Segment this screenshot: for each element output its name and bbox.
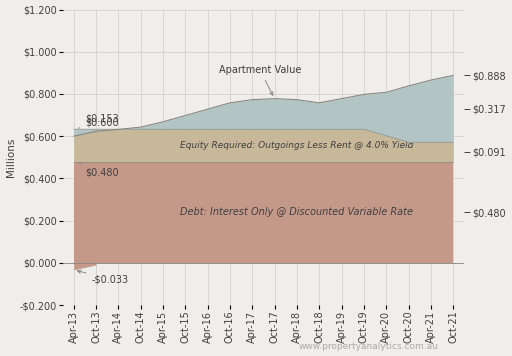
Text: -$0.033: -$0.033 [77, 270, 129, 284]
Y-axis label: Millions: Millions [6, 138, 15, 177]
Text: $0.600: $0.600 [79, 118, 118, 135]
Text: www.propertyanalytics.com.au: www.propertyanalytics.com.au [298, 342, 439, 351]
Text: $0.480: $0.480 [78, 163, 118, 177]
Text: Debt: Interest Only @ Discounted Variable Rate: Debt: Interest Only @ Discounted Variabl… [180, 207, 413, 217]
Text: $0.153: $0.153 [78, 114, 119, 128]
Text: Equity Position +/-: Equity Position +/- [252, 109, 342, 119]
Text: Equity Required: Outgoings Less Rent @ 4.0% Yield: Equity Required: Outgoings Less Rent @ 4… [180, 141, 414, 150]
Text: Apartment Value: Apartment Value [219, 65, 301, 95]
